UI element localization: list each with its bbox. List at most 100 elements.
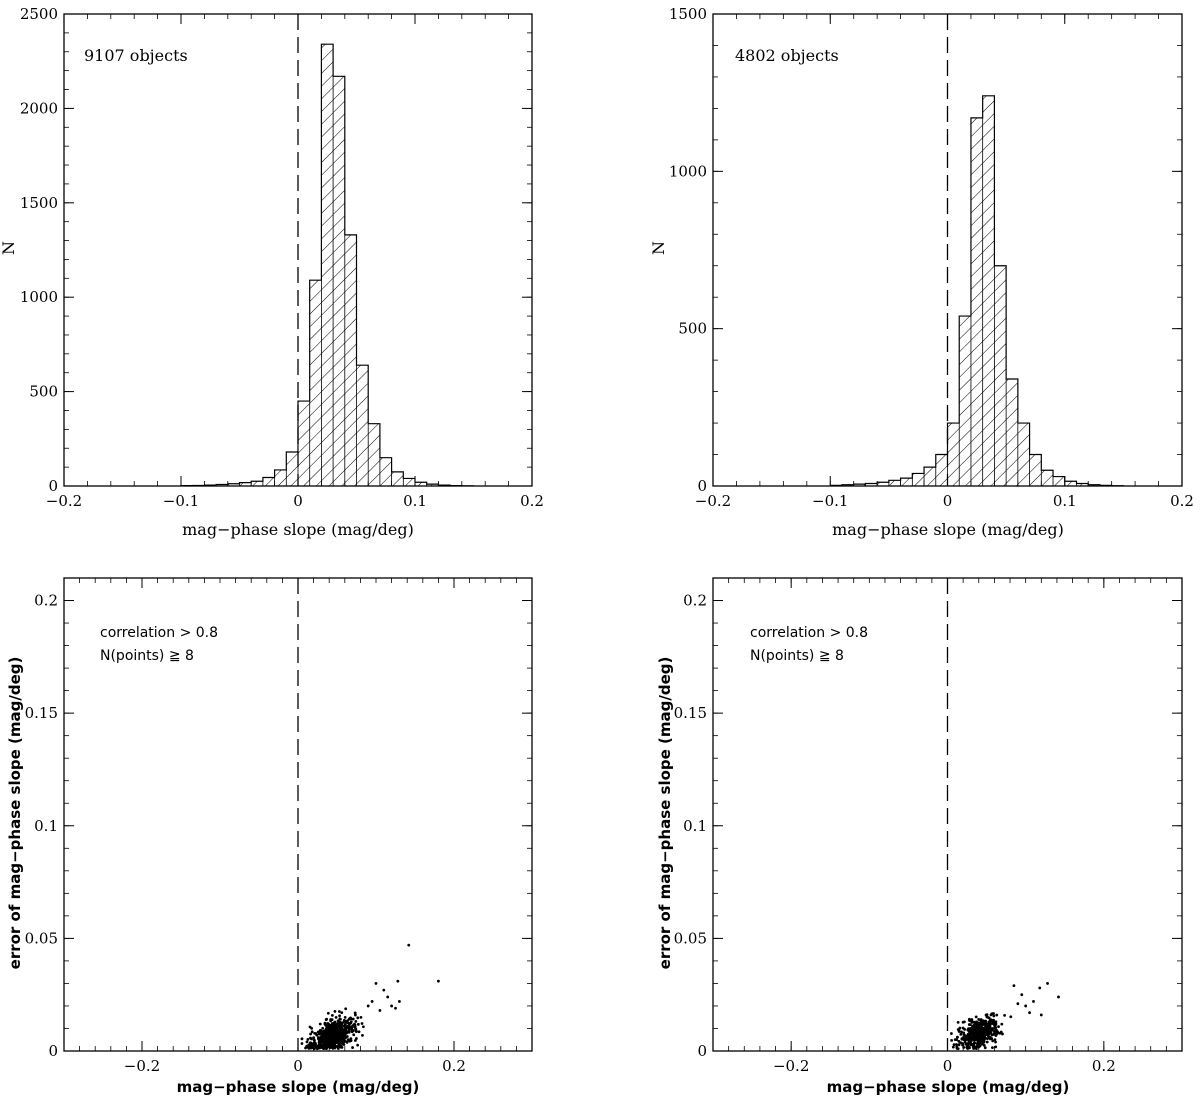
scatter-point xyxy=(977,1018,981,1021)
scatter-point xyxy=(978,1029,982,1033)
scatter-point xyxy=(340,1028,344,1031)
x-tick-label: −0.2 xyxy=(695,492,731,510)
y-tick-label: 0 xyxy=(697,1042,707,1060)
scatter-point xyxy=(984,1013,988,1017)
scatter-point xyxy=(979,1023,983,1027)
scatter-point xyxy=(957,1030,961,1033)
scatter-point xyxy=(337,1029,341,1033)
scatter-point xyxy=(325,1029,329,1032)
scatter-point xyxy=(305,1040,309,1044)
scatter-point xyxy=(994,1023,997,1027)
scatter-point xyxy=(967,1030,971,1033)
scatter-point xyxy=(352,1033,356,1037)
scatter-point xyxy=(342,1024,346,1028)
scatter-point xyxy=(957,1043,961,1047)
y-tick-label: 1500 xyxy=(20,194,58,212)
scatter-point xyxy=(990,1028,994,1032)
histogram-bar xyxy=(274,469,287,486)
scatter-panel-right: correlation > 0.8 N(points) ≧ 8 mag−phas… xyxy=(656,577,1183,1096)
scatter-point xyxy=(1046,982,1049,985)
scatter-point xyxy=(969,1040,972,1044)
scatter-point xyxy=(972,1038,975,1042)
histogram-bar xyxy=(321,44,334,486)
scatter-point xyxy=(343,1040,347,1043)
scatter-point xyxy=(333,1010,337,1013)
histogram-bar xyxy=(216,484,228,486)
scatter-point xyxy=(960,1030,963,1034)
x-axis-label: mag−phase slope (mag/deg) xyxy=(827,1078,1070,1096)
x-axis-label: mag−phase slope (mag/deg) xyxy=(182,520,414,539)
scatter-point xyxy=(357,1030,361,1034)
scatter-point xyxy=(350,1030,354,1034)
scatter-point xyxy=(1003,1013,1006,1017)
scatter-point xyxy=(325,1040,328,1043)
scatter-point xyxy=(326,1011,330,1015)
scatter-point xyxy=(950,1032,953,1035)
scatter-point xyxy=(975,1032,978,1035)
scatter-point xyxy=(970,1020,974,1024)
scatter-point xyxy=(1000,1022,1004,1026)
scatter-point xyxy=(337,1019,341,1023)
scatter-point xyxy=(341,1034,345,1038)
x-tick-label: 0.2 xyxy=(520,492,544,510)
scatter-point xyxy=(396,979,400,983)
y-tick-label: 0.05 xyxy=(25,929,58,947)
scatter-point xyxy=(955,1046,959,1050)
histogram-bar xyxy=(841,484,854,486)
scatter-point xyxy=(968,1023,972,1027)
scatter-point xyxy=(320,1036,324,1040)
scatter-point xyxy=(955,1043,958,1046)
scatter-point xyxy=(305,1045,309,1048)
scatter-point xyxy=(342,1043,346,1046)
scatter-point xyxy=(962,1033,966,1037)
scatter-point xyxy=(313,1047,316,1050)
npoints-annotation: N(points) ≧ 8 xyxy=(100,648,194,664)
x-tick-label: 0 xyxy=(943,1057,953,1075)
scatter-point xyxy=(977,1040,981,1044)
scatter-point xyxy=(310,1030,314,1034)
scatter-point xyxy=(970,1018,974,1021)
y-tick-label: 0.05 xyxy=(674,929,707,947)
scatter-point xyxy=(331,1030,335,1034)
scatter-point xyxy=(356,1016,360,1020)
correlation-annotation: correlation > 0.8 xyxy=(750,625,868,641)
npoints-annotation: N(points) ≧ 8 xyxy=(750,648,844,664)
x-tick-label: −0.1 xyxy=(812,492,848,510)
y-axis-label: error of mag−phase slope (mag/deg) xyxy=(6,657,24,970)
scatter-point xyxy=(333,1046,337,1050)
x-tick-label: −0.1 xyxy=(163,492,199,510)
scatter-point xyxy=(355,1037,358,1040)
scatter-point xyxy=(985,1033,989,1037)
scatter-point xyxy=(971,1033,975,1037)
scatter-point xyxy=(329,1024,333,1028)
scatter-point xyxy=(336,1044,340,1048)
scatter-point xyxy=(344,1007,348,1011)
scatter-point xyxy=(980,1033,984,1037)
scatter-point xyxy=(991,1020,995,1023)
scatter-point xyxy=(985,1040,989,1044)
histogram-bar xyxy=(935,454,948,486)
x-tick-label: 0.1 xyxy=(403,492,427,510)
scatter-point xyxy=(361,1034,364,1037)
scatter-point xyxy=(366,1004,370,1008)
scatter-point xyxy=(322,1038,326,1042)
x-tick-label: 0.2 xyxy=(1092,1057,1116,1075)
scatter-point xyxy=(337,1040,341,1043)
histogram-bar xyxy=(888,480,901,486)
y-tick-label: 1000 xyxy=(669,162,707,180)
y-tick-label: 0 xyxy=(48,1042,58,1060)
scatter-point xyxy=(328,1031,332,1035)
scatter-point xyxy=(957,1039,961,1043)
scatter-point xyxy=(349,1016,352,1020)
scatter-point xyxy=(342,1018,346,1022)
scatter-point xyxy=(994,1028,998,1032)
histogram-panel-right: 4802 objects mag−phase slope (mag/deg) N… xyxy=(649,5,1194,539)
scatter-point xyxy=(360,1022,364,1025)
y-tick-label: 0.2 xyxy=(34,592,58,610)
scatter-point xyxy=(991,1039,995,1043)
histogram-bar xyxy=(368,423,380,486)
histogram-bar xyxy=(853,484,866,486)
scatter-point xyxy=(317,1037,321,1041)
scatter-point xyxy=(349,1037,353,1041)
histogram-bar xyxy=(900,478,913,486)
